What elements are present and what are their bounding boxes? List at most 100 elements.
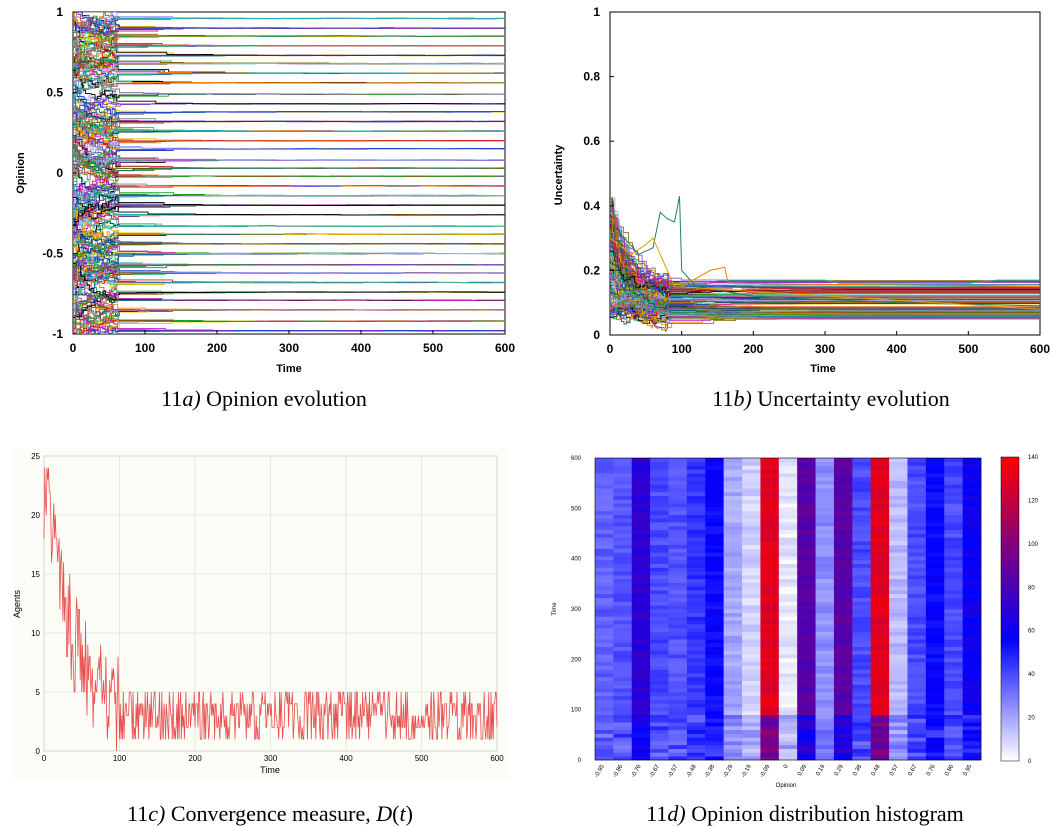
heatmap-cell — [870, 518, 890, 523]
heatmap-cell — [650, 692, 669, 697]
heatmap-cell — [852, 533, 872, 538]
heatmap-cell — [944, 518, 963, 523]
heatmap-cell — [650, 510, 669, 515]
heatmap-cell — [613, 586, 633, 591]
y-tick-label-c: 5 — [36, 688, 41, 697]
heatmap-cell — [925, 461, 945, 466]
heatmap-cell — [907, 586, 927, 591]
heatmap-cell — [852, 665, 872, 670]
heatmap-cell — [631, 741, 651, 746]
heatmap-cell — [742, 593, 761, 598]
heatmap-cell — [595, 752, 614, 757]
heatmap-cell — [907, 578, 927, 583]
heatmap-cell — [650, 752, 669, 757]
heatmap-cell — [778, 593, 798, 598]
heatmap-cell — [760, 642, 780, 648]
heatmap-cell — [631, 729, 651, 734]
heatmap-cell — [650, 676, 669, 682]
heatmap-cell — [760, 684, 780, 689]
uncertainty-line-spike — [681, 266, 1040, 288]
heatmap-cell — [723, 458, 743, 463]
heatmap-cell — [925, 605, 945, 610]
heatmap-cell — [907, 729, 927, 734]
heatmap-cell — [852, 707, 872, 712]
heatmap-cell — [742, 627, 761, 632]
opinion-line — [73, 214, 505, 227]
heatmap-cell — [668, 631, 688, 636]
heatmap-cell — [962, 624, 982, 629]
heatmap-cell — [650, 491, 669, 497]
heatmap-cell — [668, 714, 688, 719]
heatmap-cell — [650, 658, 669, 663]
heatmap-cell — [852, 661, 872, 666]
heatmap-cell — [797, 703, 816, 708]
heatmap-cell — [907, 582, 927, 587]
heatmap-cell — [723, 582, 743, 587]
heatmap-cell — [778, 733, 798, 738]
heatmap-cell — [815, 484, 835, 489]
x-tick-label-c: 0 — [42, 754, 47, 763]
heatmap-cell — [833, 726, 853, 731]
heatmap-cell — [944, 507, 963, 512]
heatmap-cell — [815, 654, 835, 659]
colorbar-tick-label: 80 — [1028, 585, 1035, 591]
heatmap-cell — [742, 476, 761, 481]
heatmap-cell — [833, 673, 853, 678]
heatmap-cell — [870, 627, 890, 632]
heatmap-cell — [944, 722, 963, 727]
heatmap-cell — [852, 529, 872, 534]
heatmap-cell — [925, 465, 945, 470]
heatmap-cell — [833, 469, 853, 474]
heatmap-cell — [889, 567, 908, 572]
heatmap-cell — [907, 575, 927, 580]
heatmap-cell — [907, 473, 927, 478]
heatmap-cell — [668, 737, 688, 742]
opinion-line — [73, 136, 505, 148]
heatmap-cell — [833, 537, 853, 542]
heatmap-cell — [668, 729, 688, 734]
heatmap-cell — [797, 465, 816, 470]
heatmap-cell — [833, 529, 853, 534]
heatmap-cell — [778, 499, 798, 504]
heatmap-cell — [870, 642, 890, 648]
heatmap-cell — [705, 548, 724, 553]
heatmap-cell — [797, 718, 816, 723]
heatmap-cell — [833, 680, 853, 685]
heatmap-cell — [944, 627, 963, 632]
heatmap-cell — [723, 522, 743, 527]
heatmap-cell — [650, 669, 669, 674]
heatmap-cell — [723, 563, 743, 568]
heatmap-cell — [907, 563, 927, 568]
heatmap-cell — [723, 646, 743, 651]
heatmap-cell — [797, 658, 816, 663]
heatmap-cell — [686, 507, 706, 512]
heatmap-cell — [595, 710, 614, 715]
heatmap-cell — [723, 631, 743, 636]
heatmap-cell — [870, 484, 890, 489]
heatmap-cell — [852, 605, 872, 610]
heatmap-cell — [907, 710, 927, 715]
heatmap-cell — [833, 541, 853, 546]
heatmap-cell — [907, 658, 927, 663]
x-tick-label-d: 0 — [783, 763, 790, 769]
y-tick-label-a: -0.5 — [42, 247, 63, 261]
heatmap-cell — [925, 684, 945, 689]
heatmap-cell — [925, 726, 945, 731]
opinion-line — [73, 72, 505, 104]
heatmap-cell — [595, 718, 614, 723]
opinion-lines — [73, 12, 505, 334]
heatmap-cell — [723, 748, 743, 753]
heatmap-cell — [797, 582, 816, 587]
heatmap-cell — [778, 582, 798, 587]
heatmap-cell — [650, 627, 669, 632]
heatmap-cell — [889, 688, 908, 693]
heatmap-cell — [833, 605, 853, 610]
heatmap-cell — [613, 575, 633, 580]
heatmap-cell — [668, 488, 688, 493]
heatmap-cell — [778, 699, 798, 704]
heatmap-cell — [907, 533, 927, 538]
heatmap-cell — [631, 722, 651, 727]
heatmap-cell — [631, 654, 651, 659]
heatmap-cell — [907, 684, 927, 689]
